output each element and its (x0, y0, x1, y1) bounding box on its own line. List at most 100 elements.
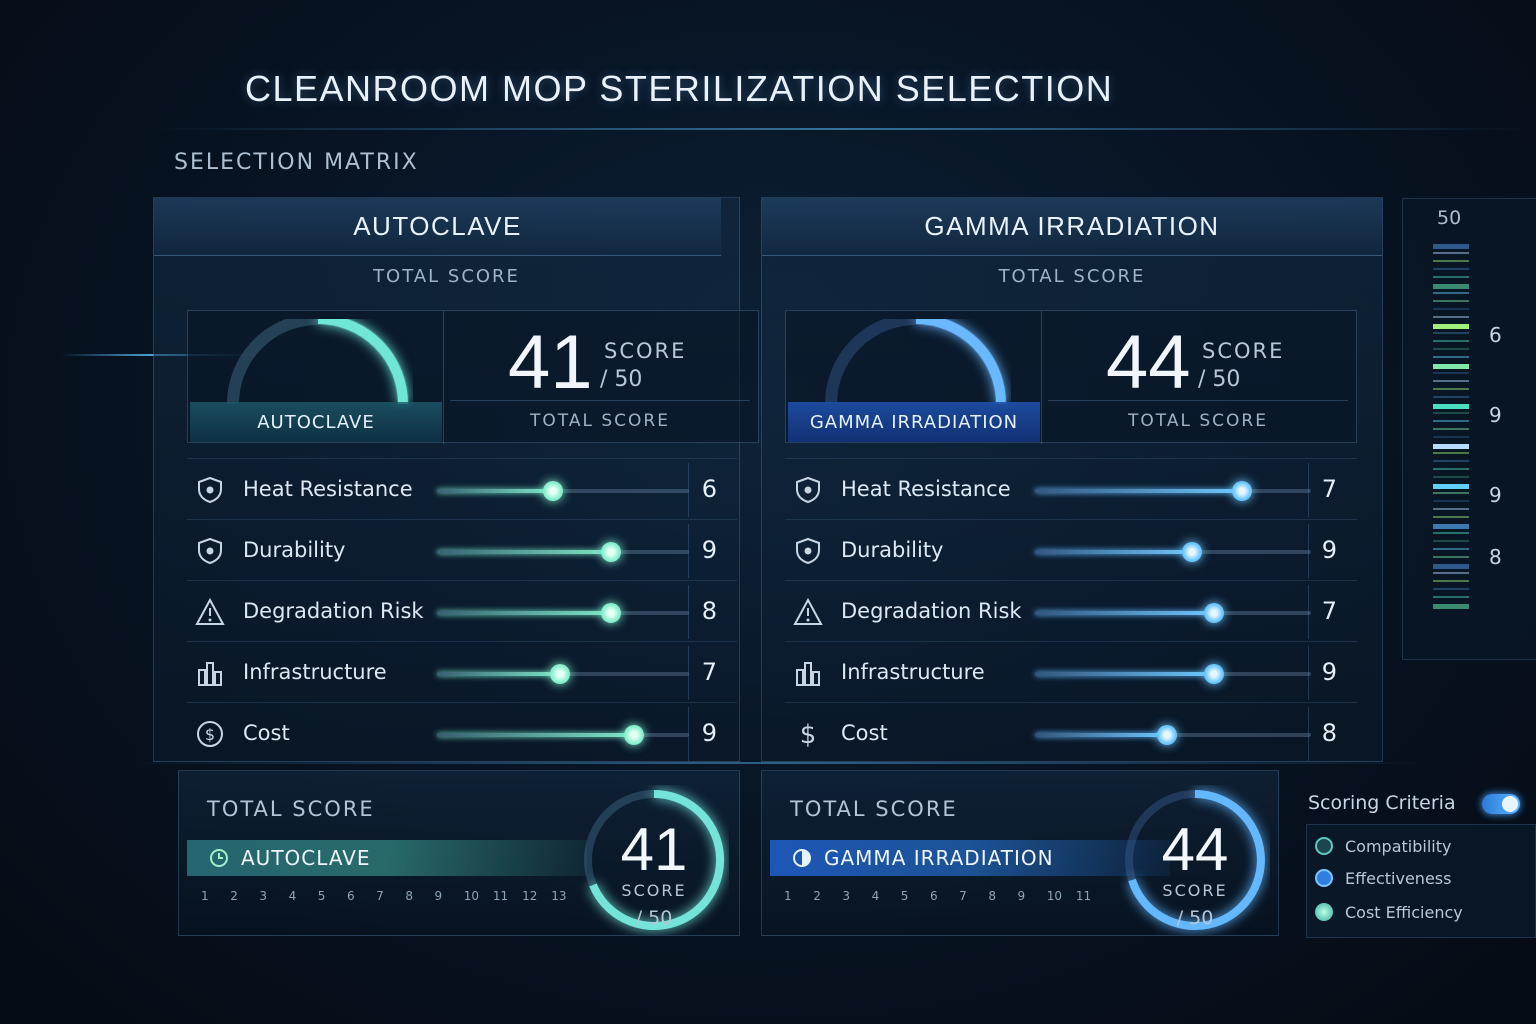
tick-scale: 1 2 3 4 5 6 7 8 9 10 11 12 13 (201, 889, 580, 903)
scale-bars (1433, 244, 1469, 614)
slider-handle[interactable] (1204, 664, 1225, 684)
method-title: AUTOCLAVE (154, 198, 721, 256)
criteria-item[interactable]: Compatibility (1345, 837, 1452, 856)
divider (688, 524, 689, 578)
dot-icon (1315, 903, 1333, 921)
shield-thermometer-icon (195, 475, 225, 505)
page-title: CLEANROOM MOP STERILIZATION SELECTION (245, 68, 1114, 109)
ring-score-max: / 50 (635, 907, 673, 929)
criteria-value: 7 (1321, 475, 1337, 503)
criteria-slider[interactable] (437, 664, 689, 684)
criteria-slider[interactable] (1035, 603, 1311, 623)
slider-handle[interactable] (1204, 603, 1225, 623)
slider-fill (1035, 489, 1242, 493)
criteria-slider[interactable] (1035, 664, 1311, 684)
score-summary: GAMMA IRRADIATION 44 SCORE / 50 TOTAL SC… (785, 310, 1357, 444)
shield-arrow-icon (195, 536, 225, 566)
building-icon (793, 658, 823, 688)
criteria-label: Durability (841, 538, 944, 562)
check-icon (1315, 837, 1333, 855)
score-max: / 50 (600, 367, 643, 392)
scale-stripe (1433, 468, 1469, 470)
criteria-slider[interactable] (437, 481, 689, 501)
total-score-label: TOTAL SCORE (373, 266, 520, 287)
scale-stripe (1433, 276, 1469, 278)
slider-handle[interactable] (600, 603, 621, 623)
dollar-coin-icon: $ (195, 719, 225, 749)
tick-label: 6 (346, 889, 355, 903)
scale-stripe (1433, 452, 1469, 454)
criteria-slider[interactable] (437, 603, 689, 623)
svg-text:$: $ (205, 725, 215, 744)
score-ring: 44 SCORE / 50 (1120, 785, 1270, 935)
scale-value: 9 (1489, 483, 1502, 507)
method-bar[interactable]: AUTOCLAVE (187, 840, 587, 876)
scale-stripe (1433, 420, 1469, 422)
svg-text:$: $ (800, 720, 817, 749)
scale-stripe (1433, 316, 1469, 318)
criteria-value: 9 (1321, 536, 1337, 564)
scale-stripe (1433, 284, 1469, 289)
scale-stripe (1433, 348, 1469, 350)
criteria-slider[interactable] (437, 725, 689, 745)
scale-stripe (1433, 564, 1469, 569)
divider (1308, 707, 1309, 761)
slider-fill (437, 733, 634, 737)
scale-stripe (1433, 324, 1469, 329)
slider-handle[interactable] (550, 664, 571, 684)
scoring-criteria-toggle[interactable] (1482, 794, 1520, 814)
score-gauge: GAMMA IRRADIATION (786, 311, 1042, 444)
criteria-row: Degradation Risk 7 (785, 580, 1357, 641)
criteria-label: Degradation Risk (841, 599, 1022, 623)
score-value: 41 (508, 320, 593, 405)
scale-stripe (1433, 580, 1469, 582)
criteria-value: 9 (701, 536, 717, 564)
criteria-list: Heat Resistance 7 Durability 9 Degradation R… (785, 458, 1357, 763)
tick-label: 11 (492, 889, 509, 903)
slider-handle[interactable] (1182, 542, 1203, 562)
criteria-slider[interactable] (437, 542, 689, 562)
slider-fill (1035, 611, 1215, 615)
score-word: SCORE (604, 339, 687, 363)
scale-stripe (1433, 548, 1469, 550)
ring-score-word: SCORE (621, 881, 687, 900)
divider (1308, 646, 1309, 700)
score-max: / 50 (1198, 367, 1241, 392)
scoring-criteria-card: Scoring Criteria Compatibility Effective… (1296, 780, 1536, 940)
slider-handle[interactable] (600, 542, 621, 562)
total-score-label: TOTAL SCORE (790, 797, 958, 821)
scale-stripe (1433, 508, 1469, 510)
slider-handle[interactable] (623, 725, 644, 745)
scale-stripe (1433, 492, 1469, 494)
criteria-slider[interactable] (1035, 725, 1311, 745)
warning-icon (195, 597, 225, 627)
slider-handle[interactable] (1157, 725, 1178, 745)
slider-handle[interactable] (1232, 481, 1252, 501)
criteria-slider[interactable] (1035, 542, 1311, 562)
divider (1308, 524, 1309, 578)
slider-fill (437, 550, 611, 554)
criteria-slider[interactable] (1035, 481, 1311, 501)
total-score-label: TOTAL SCORE (998, 266, 1146, 287)
scale-stripe (1433, 388, 1469, 390)
total-score-caption: TOTAL SCORE (450, 400, 750, 440)
scale-stripe (1433, 484, 1469, 489)
criteria-row: Durability 9 (785, 519, 1357, 580)
scale-stripe (1433, 380, 1469, 382)
criteria-row: Heat Resistance 6 (187, 458, 737, 519)
method-bar[interactable]: GAMMA IRRADIATION (770, 840, 1170, 876)
scale-stripe (1433, 444, 1469, 449)
building-icon (195, 658, 225, 688)
score-gauge: AUTOCLAVE (188, 311, 444, 444)
criteria-value: 6 (701, 475, 717, 503)
criteria-row: Infrastructure 9 (785, 641, 1357, 702)
gauge-arc (825, 319, 1007, 405)
slider-handle[interactable] (542, 481, 563, 501)
criteria-item[interactable]: Effectiveness (1345, 869, 1452, 888)
tick-label: 4 (871, 889, 880, 903)
scoring-criteria-list: Compatibility Effectiveness Cost Efficie… (1306, 824, 1536, 938)
scale-stripe (1433, 340, 1469, 342)
divider (688, 707, 689, 761)
criteria-item[interactable]: Cost Efficiency (1345, 903, 1463, 922)
